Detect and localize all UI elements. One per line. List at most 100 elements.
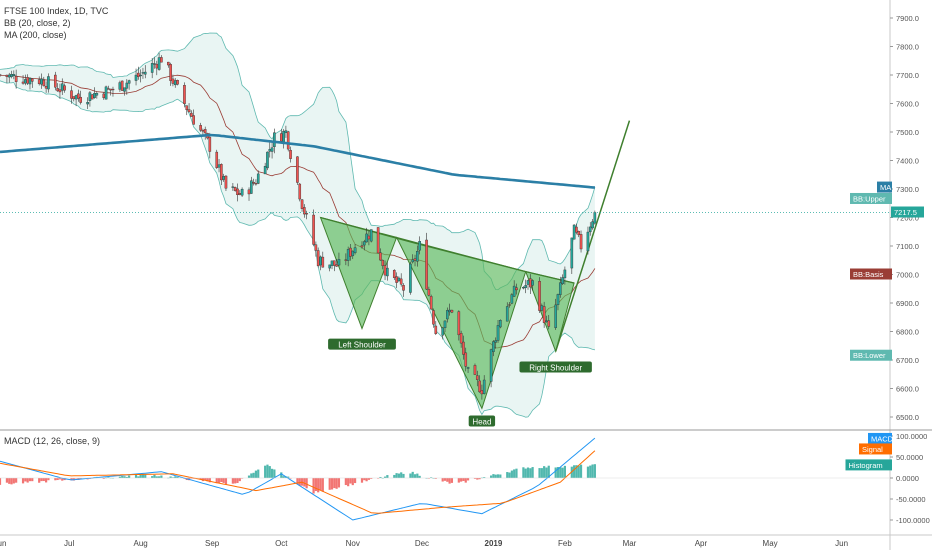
candle-body[interactable] (515, 287, 518, 291)
candle-body[interactable] (153, 63, 156, 65)
candle-body[interactable] (547, 320, 551, 327)
candle-body[interactable] (199, 125, 202, 131)
candle-body[interactable] (56, 88, 59, 92)
candle-body[interactable] (446, 310, 449, 320)
candle-body[interactable] (312, 214, 315, 245)
candle-body[interactable] (157, 57, 161, 70)
candle-body[interactable] (376, 227, 380, 254)
candle-body[interactable] (169, 64, 172, 81)
candle-body[interactable] (233, 187, 237, 191)
candle-body[interactable] (167, 61, 170, 66)
candle-body[interactable] (90, 94, 94, 100)
candle-body[interactable] (141, 72, 145, 74)
candle-body[interactable] (185, 105, 189, 111)
candle-body[interactable] (252, 181, 255, 184)
candle-body[interactable] (411, 259, 415, 263)
candle-body[interactable] (409, 263, 412, 293)
candle-body[interactable] (109, 88, 112, 91)
candle-body[interactable] (12, 74, 16, 76)
candle-body[interactable] (482, 379, 486, 394)
candle-body[interactable] (254, 183, 258, 185)
candle-body[interactable] (298, 183, 302, 200)
candle-body[interactable] (524, 285, 527, 288)
candle-body[interactable] (316, 250, 320, 267)
candle-body[interactable] (443, 320, 447, 329)
candle-body[interactable] (279, 133, 283, 142)
candle-body[interactable] (475, 375, 479, 380)
candle-body[interactable] (512, 285, 516, 297)
candle-body[interactable] (413, 258, 417, 261)
candle-body[interactable] (30, 78, 34, 82)
candle-body[interactable] (351, 250, 355, 257)
candle-body[interactable] (72, 96, 76, 100)
candle-body[interactable] (203, 129, 207, 134)
candle-body[interactable] (381, 259, 385, 266)
candle-body[interactable] (183, 85, 186, 104)
candle-body[interactable] (111, 88, 115, 91)
candle-body[interactable] (508, 304, 511, 306)
candle-body[interactable] (240, 188, 244, 196)
candle-body[interactable] (494, 340, 498, 343)
candle-body[interactable] (397, 277, 401, 282)
candle-body[interactable] (441, 327, 444, 336)
candle-body[interactable] (125, 82, 129, 89)
candle-body[interactable] (554, 304, 557, 328)
candle-body[interactable] (236, 188, 239, 196)
candle-body[interactable] (300, 199, 304, 209)
candle-body[interactable] (201, 130, 205, 132)
candle-body[interactable] (104, 86, 108, 100)
candle-body[interactable] (333, 260, 336, 266)
candle-body[interactable] (314, 244, 318, 251)
candle-body[interactable] (160, 57, 163, 63)
candle-body[interactable] (93, 93, 96, 98)
candle-body[interactable] (386, 267, 389, 277)
candle-body[interactable] (379, 252, 382, 261)
candle-body[interactable] (86, 102, 89, 105)
candle-body[interactable] (593, 212, 597, 224)
candle-body[interactable] (284, 130, 288, 134)
candle-body[interactable] (579, 234, 583, 250)
candle-body[interactable] (328, 264, 332, 269)
candle-body[interactable] (466, 367, 470, 369)
candle-body[interactable] (556, 294, 560, 305)
candle-body[interactable] (499, 320, 502, 328)
candle-body[interactable] (478, 380, 481, 393)
candle-body[interactable] (79, 96, 82, 103)
candle-body[interactable] (588, 226, 592, 233)
candle-body[interactable] (540, 305, 544, 311)
candle-body[interactable] (545, 320, 548, 322)
candle-body[interactable] (54, 74, 57, 88)
candle-body[interactable] (250, 180, 253, 194)
candle-body[interactable] (303, 207, 306, 215)
candle-body[interactable] (44, 86, 48, 89)
candle-body[interactable] (217, 164, 221, 168)
candle-body[interactable] (450, 309, 454, 313)
candle-body[interactable] (459, 333, 463, 344)
candle-body[interactable] (137, 72, 140, 77)
candle-body[interactable] (425, 239, 428, 290)
candle-body[interactable] (222, 176, 225, 180)
candle-body[interactable] (369, 229, 373, 242)
candle-body[interactable] (192, 115, 195, 125)
candle-body[interactable] (176, 80, 179, 85)
candle-body[interactable] (220, 164, 223, 181)
candle-body[interactable] (102, 93, 106, 98)
candle-body[interactable] (127, 80, 131, 84)
candle-body[interactable] (88, 92, 92, 101)
candle-body[interactable] (448, 309, 451, 313)
candle-body[interactable] (10, 74, 13, 77)
candle-body[interactable] (231, 186, 235, 188)
candle-body[interactable] (416, 251, 419, 262)
candle-body[interactable] (432, 310, 435, 325)
candle-body[interactable] (60, 83, 64, 91)
candle-body[interactable] (383, 265, 387, 276)
candle-body[interactable] (208, 136, 212, 152)
candle-body[interactable] (575, 226, 578, 233)
candle-body[interactable] (118, 82, 122, 90)
candle-body[interactable] (37, 79, 41, 85)
candle-body[interactable] (70, 90, 73, 99)
candle-body[interactable] (95, 93, 99, 96)
candle-body[interactable] (577, 231, 581, 236)
candle-body[interactable] (349, 247, 352, 257)
